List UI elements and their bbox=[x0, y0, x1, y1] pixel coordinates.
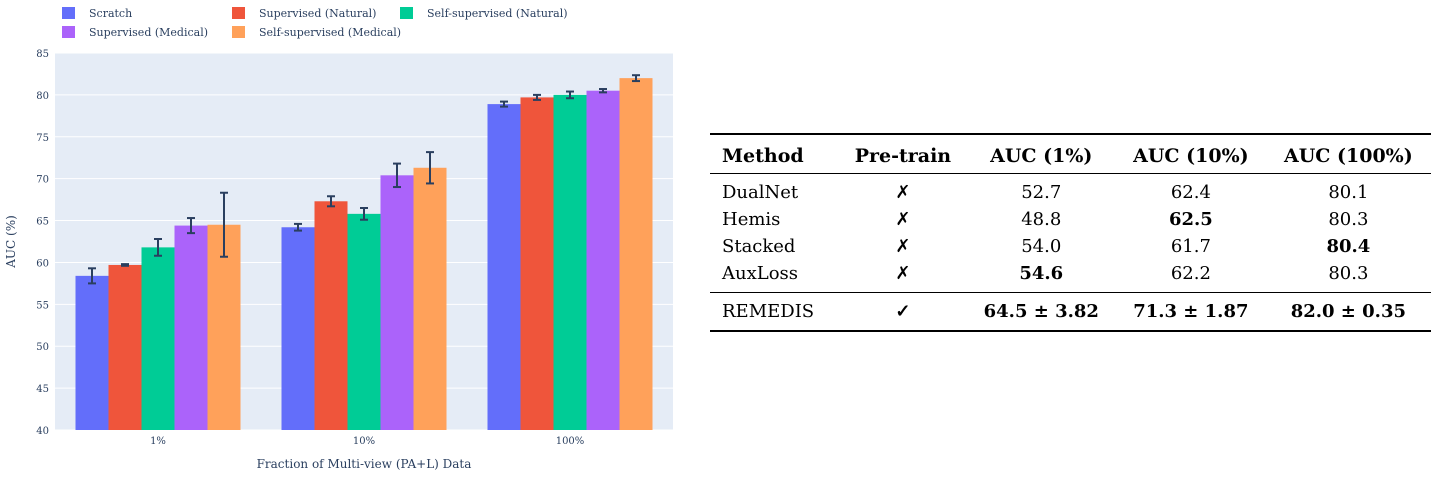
table-row: Stacked ✗ 54.0 61.7 80.4 bbox=[710, 233, 1431, 260]
cell-method: REMEDIS bbox=[710, 292, 840, 332]
legend-swatch bbox=[232, 26, 245, 38]
table-row-remedis: REMEDIS ✓ 64.5 ± 3.82 71.3 ± 1.87 82.0 ± 0.3… bbox=[710, 292, 1431, 332]
cell-auc-100: 82.0 ± 0.35 bbox=[1265, 292, 1431, 332]
bar bbox=[174, 225, 208, 430]
y-tick-label: 75 bbox=[36, 133, 49, 144]
y-tick-label: 65 bbox=[36, 217, 49, 228]
cell-auc-10: 71.3 ± 1.87 bbox=[1116, 292, 1266, 332]
cell-pretrain: ✗ bbox=[895, 209, 911, 230]
cell-method: AuxLoss bbox=[722, 263, 799, 284]
y-tick-label: 80 bbox=[36, 91, 49, 102]
cell-auc-1: 54.0 bbox=[1021, 236, 1062, 257]
y-tick-label: 45 bbox=[36, 384, 49, 395]
cell-pretrain: ✓ bbox=[839, 292, 967, 332]
results-table: Method Pre-train AUC (1%) AUC (10%) AUC … bbox=[710, 133, 1431, 332]
x-tick-label: 1% bbox=[150, 436, 166, 447]
x-tick-label: 10% bbox=[353, 436, 375, 447]
y-tick-label: 55 bbox=[36, 300, 49, 311]
header-method: Method bbox=[710, 133, 840, 174]
cell-auc-100: 80.3 bbox=[1328, 263, 1369, 284]
table-row: DualNet ✗ 52.7 62.4 80.1 bbox=[710, 174, 1431, 207]
bar bbox=[520, 97, 554, 430]
bar bbox=[281, 227, 315, 430]
x-tick-label: 100% bbox=[556, 436, 585, 447]
cell-auc-1: 48.8 bbox=[1021, 209, 1062, 230]
header-auc-1: AUC (1%) bbox=[966, 133, 1116, 174]
legend-swatch bbox=[62, 7, 75, 19]
cell-auc-1: 52.7 bbox=[1021, 182, 1062, 203]
header-auc-100: AUC (100%) bbox=[1265, 133, 1431, 174]
legend-label: Scratch bbox=[89, 7, 132, 20]
y-tick-label: 50 bbox=[36, 342, 49, 353]
legend-label: Self-supervised (Medical) bbox=[259, 26, 401, 39]
legend-label: Self-supervised (Natural) bbox=[427, 7, 568, 20]
bar-chart: 40 45 50 55 60 65 70 75 80 85 1% 10% 100% Fraction of… bbox=[4, 7, 673, 471]
bar bbox=[347, 213, 381, 430]
header-pretrain: Pre-train bbox=[839, 133, 967, 174]
legend-label: Supervised (Natural) bbox=[259, 7, 376, 20]
y-tick-label: 70 bbox=[36, 175, 49, 186]
y-tick-label: 60 bbox=[36, 258, 49, 269]
bar bbox=[553, 94, 587, 430]
bar bbox=[314, 201, 348, 430]
bar bbox=[108, 264, 142, 430]
legend-swatch bbox=[400, 7, 413, 19]
cell-auc-10: 62.4 bbox=[1170, 182, 1211, 203]
cell-auc-10: 62.2 bbox=[1170, 263, 1211, 284]
table-header-row: Method Pre-train AUC (1%) AUC (10%) AUC … bbox=[710, 133, 1431, 174]
bar bbox=[207, 224, 241, 430]
legend-swatch bbox=[62, 26, 75, 38]
table-row: AuxLoss ✗ 54.6 62.2 80.3 bbox=[710, 260, 1431, 293]
bar bbox=[75, 275, 109, 430]
y-tick-label: 40 bbox=[36, 426, 49, 437]
bar bbox=[413, 167, 447, 430]
header-auc-10: AUC (10%) bbox=[1116, 133, 1266, 174]
y-axis-title: AUC (%) bbox=[4, 215, 18, 269]
cell-auc-100: 80.1 bbox=[1328, 182, 1369, 203]
cell-pretrain: ✗ bbox=[895, 236, 911, 257]
y-tick-label: 85 bbox=[36, 49, 49, 60]
bar bbox=[586, 90, 620, 430]
bar bbox=[380, 175, 414, 430]
bar bbox=[487, 104, 521, 431]
legend-label: Supervised (Medical) bbox=[89, 26, 208, 39]
cell-auc-1: 64.5 ± 3.82 bbox=[966, 292, 1116, 332]
x-axis-title: Fraction of Multi-view (PA+L) Data bbox=[257, 457, 472, 471]
cell-auc-100: 80.3 bbox=[1328, 209, 1369, 230]
cell-auc-1: 54.6 bbox=[1019, 263, 1064, 284]
cell-auc-10: 61.7 bbox=[1170, 236, 1211, 257]
bar bbox=[619, 78, 653, 430]
legend-swatch bbox=[232, 7, 245, 19]
table-row: Hemis ✗ 48.8 62.5 80.3 bbox=[710, 206, 1431, 233]
cell-method: Hemis bbox=[722, 209, 781, 230]
cell-auc-100: 80.4 bbox=[1326, 236, 1371, 257]
cell-method: Stacked bbox=[722, 236, 796, 257]
cell-pretrain: ✗ bbox=[895, 182, 911, 203]
cell-auc-10: 62.5 bbox=[1168, 209, 1213, 230]
bar bbox=[141, 247, 175, 430]
cell-pretrain: ✗ bbox=[895, 263, 911, 284]
cell-method: DualNet bbox=[722, 182, 799, 203]
